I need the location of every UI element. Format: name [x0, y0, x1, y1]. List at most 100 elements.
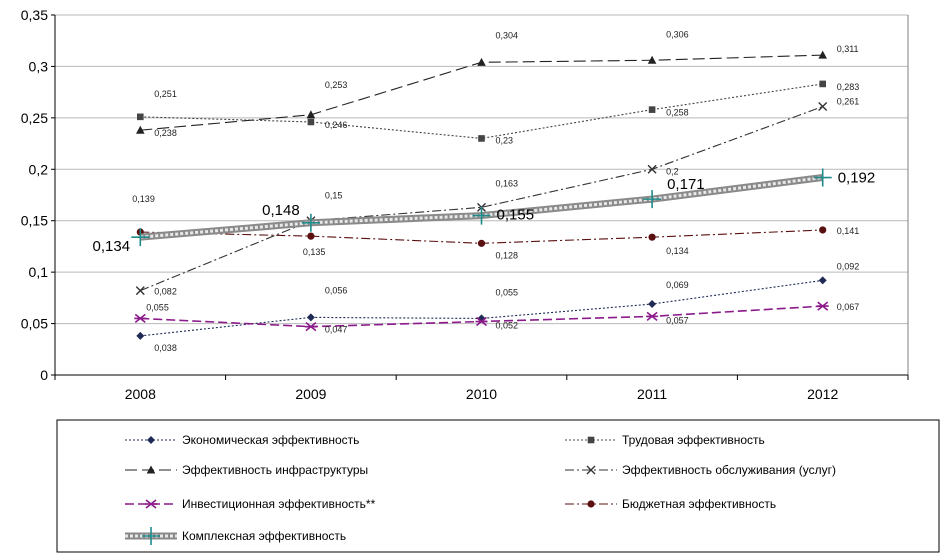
- point-budget: [307, 232, 315, 240]
- data-label-infra: 0,311: [837, 44, 859, 54]
- legend-item-budget: Бюджетная эффективность: [565, 497, 776, 511]
- point-budget: [477, 239, 486, 247]
- data-label-infra: 0,238: [154, 128, 177, 138]
- y-tick-label: 0,15: [21, 213, 48, 229]
- x-tick-label: 2012: [807, 386, 838, 402]
- data-label-infra: 0,304: [496, 30, 519, 40]
- y-tick-label: 0,25: [21, 110, 48, 126]
- y-tick-label: 0,05: [21, 316, 48, 332]
- point-labor: [307, 118, 315, 126]
- label-layer: 0,038 0,056 0,055 0,069 0,092 0,251 0,246 0,23 0…: [93, 29, 876, 353]
- data-label-labor: 0,283: [837, 82, 860, 92]
- legend-label-invest: Инвестиционная эффективность**: [182, 497, 376, 511]
- point-invest: [304, 322, 317, 332]
- data-label-service: 0,163: [496, 178, 519, 188]
- point-complex: [643, 190, 662, 209]
- point-econ: [818, 276, 827, 285]
- point-econ: [136, 331, 145, 340]
- point-invest: [134, 313, 147, 324]
- legend-label-labor: Трудовая эффективность: [622, 433, 765, 447]
- point-service: [647, 164, 657, 174]
- series-layer: [131, 50, 832, 340]
- data-label-invest: 0,052: [496, 321, 519, 331]
- data-label-infra: 0,306: [666, 29, 689, 39]
- legend: Экономическая эффективность Трудовая эффе…: [56, 419, 940, 553]
- point-complex: [813, 168, 832, 187]
- legend-marker-econ: [147, 436, 155, 444]
- point-service: [135, 286, 145, 296]
- legend-marker-budget: [587, 500, 595, 508]
- data-label-service: 0,2: [666, 166, 679, 176]
- data-label-labor: 0,23: [496, 135, 514, 145]
- data-label-budget: 0,128: [496, 250, 519, 260]
- data-label-complex: 0,192: [838, 170, 876, 187]
- legend-label-econ: Экономическая эффективность: [182, 433, 359, 447]
- data-label-invest: 0,047: [325, 325, 348, 335]
- legend-marker-complex: [142, 527, 160, 545]
- point-infra: [818, 50, 827, 59]
- data-label-service: 0,261: [837, 97, 860, 107]
- point-labor: [819, 80, 826, 88]
- point-labor: [137, 113, 144, 121]
- point-budget: [819, 226, 827, 234]
- legend-marker-labor: [587, 436, 595, 444]
- data-label-budget: 0,135: [303, 247, 326, 257]
- legend-marker-infra: [146, 465, 156, 474]
- x-tick-label: 2009: [295, 386, 326, 402]
- data-label-econ: 0,056: [325, 285, 348, 295]
- data-label-complex: 0,155: [497, 207, 535, 224]
- point-econ: [648, 300, 657, 309]
- legend-item-infra: Эффективность инфраструктуры: [125, 463, 368, 477]
- point-labor: [478, 135, 485, 142]
- data-label-budget: 0,134: [666, 246, 689, 256]
- legend-box: [56, 419, 940, 553]
- data-label-labor: 0,246: [325, 120, 348, 130]
- point-labor: [648, 106, 656, 113]
- legend-item-invest: Инвестиционная эффективность**: [125, 497, 376, 511]
- data-label-service: 0,15: [325, 191, 343, 201]
- legend-marker-service: [586, 465, 596, 475]
- point-invest: [475, 316, 488, 327]
- legend-label-complex: Комплексная эффективность: [182, 529, 346, 543]
- data-label-econ: 0,092: [837, 261, 860, 271]
- y-tick-label: 0,2: [29, 161, 49, 177]
- point-invest: [646, 311, 659, 321]
- x-tick-label: 2010: [466, 386, 497, 402]
- data-label-budget: 0,141: [837, 226, 860, 236]
- point-budget: [648, 233, 656, 241]
- data-label-labor: 0,258: [666, 108, 689, 118]
- data-label-budget: 0,139: [132, 194, 155, 204]
- legend-label-service: Эффективность обслуживания (услуг): [622, 463, 836, 477]
- point-service: [818, 102, 828, 112]
- point-infra: [647, 55, 657, 64]
- point-complex: [131, 228, 150, 247]
- data-label-invest: 0,057: [666, 315, 689, 325]
- point-complex: [472, 206, 491, 225]
- legend-label-infra: Эффективность инфраструктуры: [182, 463, 368, 477]
- y-tick-label: 0,1: [29, 264, 49, 280]
- axis-layer: 0 0,05 0,1 0,15 0,2 0,25 0,3 0,35 2008 2009 2010 20…: [21, 7, 909, 402]
- y-tick-label: 0,3: [29, 58, 49, 74]
- point-invest: [816, 301, 829, 311]
- data-label-complex: 0,134: [93, 238, 131, 255]
- data-label-service: 0,082: [154, 287, 177, 297]
- data-label-econ: 0,055: [496, 287, 519, 297]
- data-label-invest: 0,067: [837, 302, 860, 312]
- legend-item-complex: Комплексная эффективность: [125, 527, 346, 545]
- data-label-econ: 0,069: [666, 280, 689, 290]
- series-line-service: [140, 106, 823, 292]
- legend-item-econ: Экономическая эффективность: [125, 433, 359, 447]
- data-label-invest: 0,055: [146, 302, 169, 312]
- series-line-econ: [140, 279, 823, 337]
- x-tick-label: 2008: [125, 386, 156, 402]
- data-label-infra: 0,253: [325, 80, 348, 90]
- legend-item-labor: Трудовая эффективность: [565, 433, 765, 447]
- point-infra: [477, 57, 486, 66]
- data-label-econ: 0,038: [154, 343, 177, 353]
- y-tick-label: 0: [40, 367, 48, 383]
- legend-item-service: Эффективность обслуживания (услуг): [565, 463, 836, 477]
- point-complex: [301, 213, 320, 232]
- data-label-complex: 0,148: [262, 202, 300, 219]
- series-line-labor: [140, 83, 823, 139]
